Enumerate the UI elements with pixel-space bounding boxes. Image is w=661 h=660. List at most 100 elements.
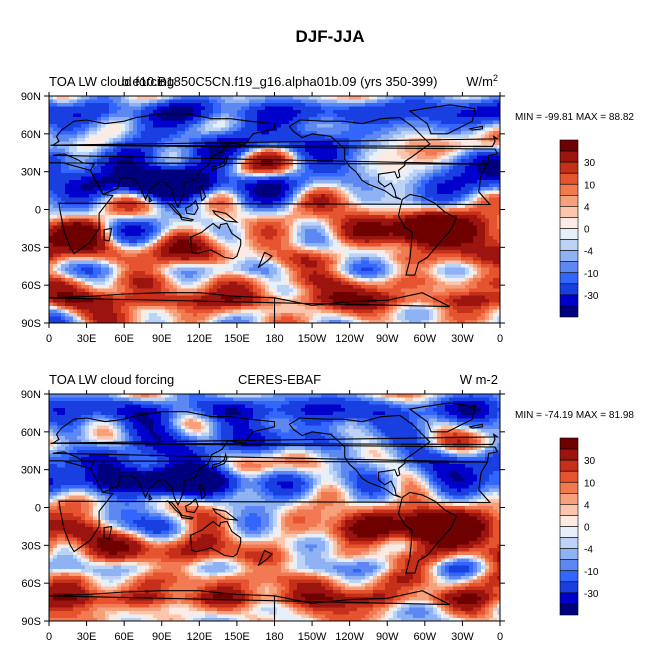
field-cell [185, 99, 190, 104]
field-cell [389, 124, 394, 128]
field-cell [57, 229, 62, 233]
field-cell [409, 204, 414, 209]
field-cell [89, 162, 94, 167]
field-cell [277, 152, 282, 156]
field-cell [205, 211, 210, 216]
field-cell [261, 232, 266, 237]
field-cell [493, 187, 498, 191]
field-cell [365, 215, 370, 219]
field-cell [321, 162, 326, 167]
field-cell [377, 152, 382, 156]
field-cell [301, 106, 306, 111]
field-cell [361, 124, 366, 128]
field-cell [193, 166, 198, 170]
field-cell [237, 232, 242, 237]
field-cell [101, 162, 106, 167]
field-cell [113, 131, 118, 135]
field-cell [289, 239, 294, 244]
field-cell [453, 155, 458, 160]
field-cell [317, 120, 322, 125]
field-cell [305, 183, 310, 188]
field-cell [369, 239, 374, 244]
field-cell [469, 166, 474, 170]
field-cell [237, 173, 242, 177]
field-cell [281, 162, 286, 167]
field-cell [397, 236, 402, 240]
field-cell [225, 131, 230, 135]
field-cell [329, 120, 334, 125]
field-cell [389, 113, 394, 118]
field-cell [81, 145, 86, 149]
field-cell [309, 239, 314, 244]
field-cell [437, 176, 442, 181]
field-cell [313, 141, 318, 146]
field-cell [253, 225, 258, 230]
field-cell [53, 138, 58, 142]
field-cell [129, 232, 134, 237]
field-cell [461, 218, 466, 223]
field-cell [125, 218, 130, 223]
field-cell [177, 236, 182, 240]
field-cell [137, 222, 142, 226]
field-cell [481, 106, 486, 111]
field-cell [69, 141, 74, 146]
field-cell [425, 180, 430, 184]
field-cell [65, 113, 70, 118]
field-cell [85, 232, 90, 237]
field-cell [157, 131, 162, 135]
field-cell [361, 239, 366, 244]
field-cell [185, 201, 190, 205]
field-cell [189, 113, 194, 118]
field-cell [165, 169, 170, 174]
field-cell [185, 246, 190, 251]
field-cell [437, 155, 442, 160]
field-cell [437, 145, 442, 149]
field-cell [369, 243, 374, 247]
field-cell [133, 103, 138, 107]
field-cell [441, 215, 446, 219]
field-cell [361, 183, 366, 188]
field-cell [201, 159, 206, 163]
field-cell [481, 152, 486, 156]
field-cell [481, 99, 486, 104]
field-cell [261, 211, 266, 216]
field-cell [341, 152, 346, 156]
field-cell [413, 99, 418, 104]
field-cell [301, 162, 306, 167]
field-cell [333, 197, 338, 202]
field-cell [57, 162, 62, 167]
field-cell [193, 155, 198, 160]
field-cell [397, 218, 402, 223]
field-cell [49, 173, 54, 177]
field-cell [125, 155, 130, 160]
field-cell [333, 222, 338, 226]
field-cell [241, 141, 246, 146]
field-cell [149, 208, 154, 212]
field-cell [493, 173, 498, 177]
field-cell [81, 246, 86, 251]
field-cell [285, 131, 290, 135]
field-cell [85, 113, 90, 118]
field-cell [117, 120, 122, 125]
field-cell [365, 232, 370, 237]
field-cell [69, 250, 74, 254]
field-cell [325, 120, 330, 125]
field-cell [201, 138, 206, 142]
field-cell [69, 99, 74, 104]
field-cell [101, 124, 106, 128]
field-cell [421, 152, 426, 156]
field-cell [145, 162, 150, 167]
field-cell [365, 124, 370, 128]
field-cell [317, 162, 322, 167]
field-cell [133, 180, 138, 184]
field-cell [437, 152, 442, 156]
field-cell [273, 236, 278, 240]
field-cell [485, 215, 490, 219]
field-cell [69, 215, 74, 219]
field-cell [473, 159, 478, 163]
field-cell [381, 131, 386, 135]
field-cell [365, 211, 370, 216]
field-cell [121, 113, 126, 118]
field-cell [481, 141, 486, 146]
field-cell [253, 113, 258, 118]
